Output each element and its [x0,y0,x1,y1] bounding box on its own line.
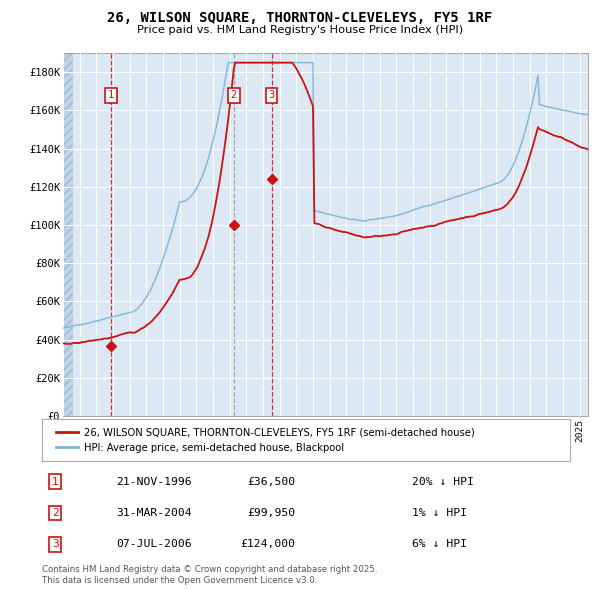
Text: 26, WILSON SQUARE, THORNTON-CLEVELEYS, FY5 1RF: 26, WILSON SQUARE, THORNTON-CLEVELEYS, F… [107,11,493,25]
Text: 1% ↓ HPI: 1% ↓ HPI [412,508,467,518]
Legend: 26, WILSON SQUARE, THORNTON-CLEVELEYS, FY5 1RF (semi-detached house), HPI: Avera: 26, WILSON SQUARE, THORNTON-CLEVELEYS, F… [52,424,479,457]
Text: 6% ↓ HPI: 6% ↓ HPI [412,539,467,549]
Text: 3: 3 [269,90,275,100]
Text: £36,500: £36,500 [247,477,295,487]
Text: 21-NOV-1996: 21-NOV-1996 [116,477,191,487]
Text: 1: 1 [108,90,114,100]
Text: Price paid vs. HM Land Registry's House Price Index (HPI): Price paid vs. HM Land Registry's House … [137,25,463,35]
Text: 2: 2 [52,508,59,518]
Text: Contains HM Land Registry data © Crown copyright and database right 2025.
This d: Contains HM Land Registry data © Crown c… [42,565,377,585]
Text: 31-MAR-2004: 31-MAR-2004 [116,508,191,518]
Bar [63,53,73,416]
Text: £99,950: £99,950 [247,508,295,518]
Text: £124,000: £124,000 [241,539,295,549]
Text: 3: 3 [52,539,59,549]
Text: 1: 1 [52,477,59,487]
Text: 20% ↓ HPI: 20% ↓ HPI [412,477,473,487]
Text: 2: 2 [231,90,237,100]
Text: 07-JUL-2006: 07-JUL-2006 [116,539,191,549]
